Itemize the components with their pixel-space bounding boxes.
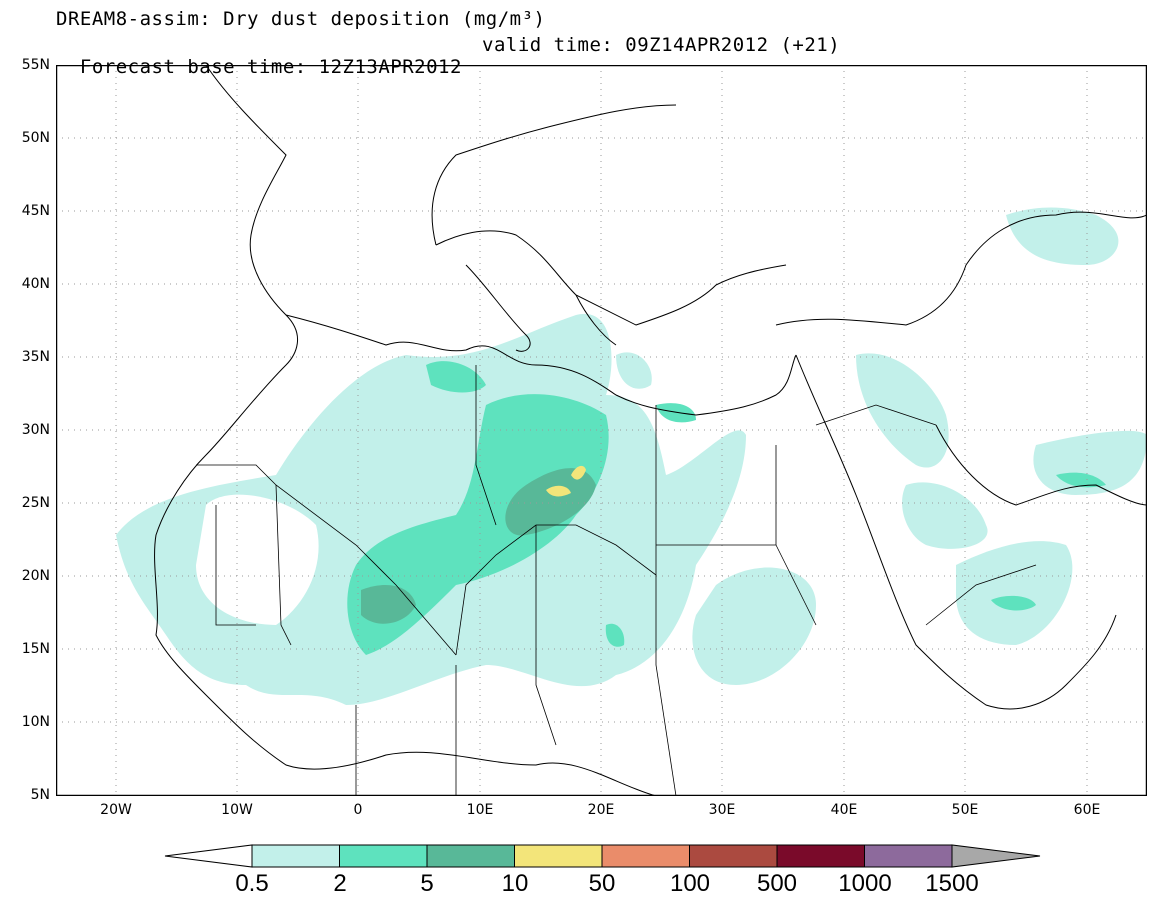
colorbar-label-1500: 1500: [925, 870, 979, 897]
lon-label-10w: 10W: [221, 802, 253, 818]
lon-label-30e: 30E: [708, 802, 736, 818]
dust-field-light: [116, 207, 1147, 705]
lon-label-20e: 20E: [587, 802, 615, 818]
chart-subtitle: Forecast base time: 12Z13APR2012 valid t…: [56, 34, 840, 100]
lon-label-10e: 10E: [466, 802, 494, 818]
lat-label-30n: 30N: [21, 422, 50, 438]
valid-time: valid time: 09Z14APR2012 (+21): [482, 34, 841, 56]
colorbar-label-2: 2: [333, 870, 347, 897]
colorbar-label-100: 100: [669, 870, 711, 897]
coastlines: [154, 65, 1147, 796]
colorbar-label-5: 5: [420, 870, 434, 897]
lat-label-40n: 40N: [21, 276, 50, 292]
colorbar-label-500: 500: [756, 870, 798, 897]
lat-label-45n: 45N: [21, 203, 50, 219]
colorbar-label-50: 50: [588, 870, 616, 897]
colorbar-label-0-5: 0.5: [235, 870, 269, 897]
lon-label-20w: 20W: [100, 802, 132, 818]
country-borders: [196, 365, 1037, 796]
colorbar-swatch: [426, 844, 515, 868]
dust-deposition-map: [56, 65, 1147, 796]
chart-title: DREAM8-assim: Dry dust deposition (mg/m³…: [56, 8, 546, 30]
colorbar-swatch: [251, 844, 340, 868]
colorbar-under-arrow: [164, 844, 253, 868]
colorbar-swatch: [776, 844, 865, 868]
lat-label-55n: 55N: [21, 57, 50, 73]
lon-label-60e: 60E: [1073, 802, 1101, 818]
lon-label-40e: 40E: [830, 802, 858, 818]
lat-label-35n: 35N: [21, 349, 50, 365]
colorbar-over-arrow: [951, 844, 1041, 868]
dust-field-medium: [347, 361, 1106, 655]
lat-label-25n: 25N: [21, 495, 50, 511]
colorbar-swatch: [514, 844, 603, 868]
colorbar-swatch: [689, 844, 778, 868]
colorbar-label-10: 10: [501, 870, 529, 897]
colorbar: [164, 844, 1041, 868]
lon-label-50e: 50E: [951, 802, 979, 818]
colorbar-label-1000: 1000: [838, 870, 892, 897]
colorbar-swatch: [864, 844, 953, 868]
map-border: [56, 65, 1147, 796]
colorbar-swatch: [339, 844, 428, 868]
lon-label-0: 0: [353, 802, 363, 818]
lat-label-20n: 20N: [21, 568, 50, 584]
lat-label-5n: 5N: [30, 787, 50, 803]
lat-label-10n: 10N: [21, 714, 50, 730]
base-time: Forecast base time: 12Z13APR2012: [79, 56, 462, 78]
dust-field-high: [546, 465, 586, 497]
lat-label-15n: 15N: [21, 641, 50, 657]
dust-field-dark: [361, 468, 596, 624]
lat-label-50n: 50N: [21, 130, 50, 146]
colorbar-swatch: [601, 844, 690, 868]
